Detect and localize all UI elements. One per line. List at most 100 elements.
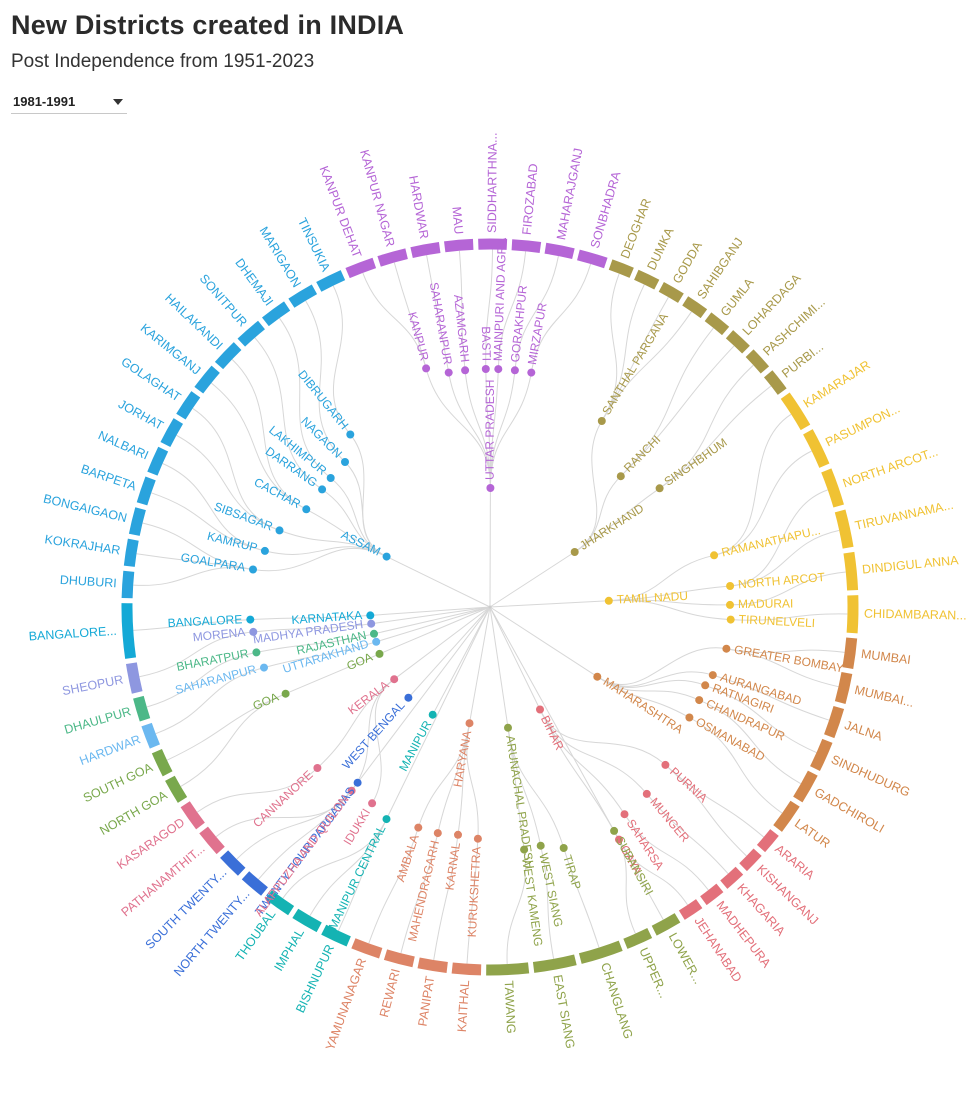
ring-segment-north-arcot[interactable] xyxy=(821,468,844,508)
ring-segment-jehanabad[interactable] xyxy=(678,899,703,920)
ring-segment-bangalore[interactable] xyxy=(121,603,137,659)
ring-segment-panipat[interactable] xyxy=(417,957,448,973)
ring-segment-nalbari[interactable] xyxy=(147,446,169,476)
ring-segment-kishanganj[interactable] xyxy=(739,848,762,872)
node-ambala[interactable] xyxy=(414,823,423,832)
ring-segment-thoubal[interactable] xyxy=(265,890,295,916)
ring-segment-gumla[interactable] xyxy=(704,312,730,336)
node-goa[interactable] xyxy=(375,649,384,658)
node-madurai[interactable] xyxy=(726,600,734,609)
node-subansiri[interactable] xyxy=(610,826,619,835)
node-nagaon[interactable] xyxy=(341,458,349,466)
ring-segment-sonitpur[interactable] xyxy=(237,320,265,347)
ring-segment-south-twenty[interactable] xyxy=(220,850,246,876)
node-basti[interactable] xyxy=(481,365,490,373)
node-saharanpur[interactable] xyxy=(444,368,453,377)
ring-segment-tiruvannama[interactable] xyxy=(834,509,854,549)
node-purnia[interactable] xyxy=(661,760,670,769)
node-north-arcot[interactable] xyxy=(726,582,735,590)
ring-segment-rewari[interactable] xyxy=(383,949,415,968)
ring-segment-latur[interactable] xyxy=(773,800,800,832)
node-madhya-pradesh[interactable] xyxy=(367,619,376,628)
ring-segment-hardwar[interactable] xyxy=(410,242,441,258)
node-west-bengal[interactable] xyxy=(404,693,413,702)
ring-segment-upper[interactable] xyxy=(623,928,653,949)
node-rajasthan[interactable] xyxy=(370,629,378,638)
ring-segment-kanpur-dehat[interactable] xyxy=(345,257,377,279)
node-manipur[interactable] xyxy=(428,710,437,719)
chevron-down-icon[interactable] xyxy=(113,99,123,105)
node-saharanpur[interactable] xyxy=(260,663,268,672)
node-maharashtra[interactable] xyxy=(593,672,602,681)
node-tirunelveli[interactable] xyxy=(726,615,735,624)
ring-segment-dhuburi[interactable] xyxy=(121,570,135,599)
node-kamrup[interactable] xyxy=(260,546,269,555)
node-twenty-four-parganas[interactable] xyxy=(353,778,362,787)
ring-segment-araria[interactable] xyxy=(756,829,779,853)
node-kerala[interactable] xyxy=(390,675,399,684)
node-tamil-nadu[interactable] xyxy=(604,596,613,605)
node-mahendragarh[interactable] xyxy=(433,829,442,838)
ring-segment-dindigul-anna[interactable] xyxy=(843,551,859,591)
node-kurukshetra[interactable] xyxy=(473,834,482,843)
node-goa[interactable] xyxy=(281,689,290,698)
ring-segment-golaghat[interactable] xyxy=(176,391,201,420)
node-munger[interactable] xyxy=(642,789,651,798)
ring-segment-purbi[interactable] xyxy=(763,370,787,395)
node-mirzapur[interactable] xyxy=(527,368,536,377)
node-singhbhum[interactable] xyxy=(655,484,664,493)
ring-segment-tawang[interactable] xyxy=(486,962,530,976)
ring-segment-bongaigaon[interactable] xyxy=(128,507,146,536)
period-dropdown[interactable]: 1981-1991 xyxy=(11,89,127,114)
ring-segment-karimganj[interactable] xyxy=(194,365,220,394)
ring-segment-east-siang[interactable] xyxy=(532,954,577,973)
ring-segment-kasaragod[interactable] xyxy=(180,801,205,830)
node-lakhimpur[interactable] xyxy=(326,474,335,482)
ring-segment-imphal[interactable] xyxy=(292,908,322,933)
node-west-kameng[interactable] xyxy=(520,845,529,854)
node-sibsagar[interactable] xyxy=(275,526,284,535)
ring-segment-mumbai[interactable] xyxy=(842,637,858,670)
ring-segment-pashchimi[interactable] xyxy=(745,349,770,374)
node-jharkhand[interactable] xyxy=(570,548,579,556)
node-ranchi[interactable] xyxy=(616,472,625,481)
ring-segment-kamarajar[interactable] xyxy=(780,392,811,431)
node-cachar[interactable] xyxy=(302,505,311,514)
ring-segment-lower[interactable] xyxy=(651,913,681,936)
ring-segment-sindhudurg[interactable] xyxy=(810,738,833,772)
ring-segment-mumbai[interactable] xyxy=(834,671,853,705)
ring-segment-khagaria[interactable] xyxy=(720,866,744,889)
ring-segment-kanpur-nagar[interactable] xyxy=(377,248,408,267)
ring-segment-hailakandi[interactable] xyxy=(214,342,242,370)
node-bangalore[interactable] xyxy=(246,615,255,624)
node-ratnagiri[interactable] xyxy=(701,681,710,690)
ring-segment-madhepura[interactable] xyxy=(700,883,724,906)
ring-segment-pasumpon[interactable] xyxy=(803,429,830,468)
node-uttar-pradesh[interactable] xyxy=(486,484,495,492)
node-manipur-central[interactable] xyxy=(382,815,391,824)
ring-segment-changlang[interactable] xyxy=(578,940,623,964)
node-tirap[interactable] xyxy=(559,844,568,852)
node-santhal-pargana[interactable] xyxy=(597,417,606,425)
ring-segment-firozabad[interactable] xyxy=(511,239,542,253)
node-darrang[interactable] xyxy=(318,485,327,494)
ring-segment-hardwar[interactable] xyxy=(141,722,160,749)
node-goalpara[interactable] xyxy=(249,565,257,574)
ring-segment-marigaon[interactable] xyxy=(288,284,318,308)
ring-segment-kokrajhar[interactable] xyxy=(123,538,139,567)
ring-segment-dhemaji[interactable] xyxy=(262,301,291,327)
node-uttarakhand[interactable] xyxy=(372,637,381,646)
node-assam[interactable] xyxy=(382,552,391,561)
node-aurangabad[interactable] xyxy=(708,671,717,680)
node-dibrugarh[interactable] xyxy=(346,430,355,439)
ring-segment-north-twenty[interactable] xyxy=(241,871,268,896)
ring-segment-deoghar[interactable] xyxy=(608,259,634,278)
node-bihar[interactable] xyxy=(536,705,544,714)
node-saharsa[interactable] xyxy=(620,810,629,819)
node-gorakhpur[interactable] xyxy=(510,366,519,375)
ring-segment-pathanamthit[interactable] xyxy=(199,826,225,855)
ring-segment-yamunanagar[interactable] xyxy=(351,938,383,959)
ring-segment-north-goa[interactable] xyxy=(165,775,188,803)
node-karnal[interactable] xyxy=(454,830,462,839)
node-arunachal-pradesh[interactable] xyxy=(504,723,512,732)
